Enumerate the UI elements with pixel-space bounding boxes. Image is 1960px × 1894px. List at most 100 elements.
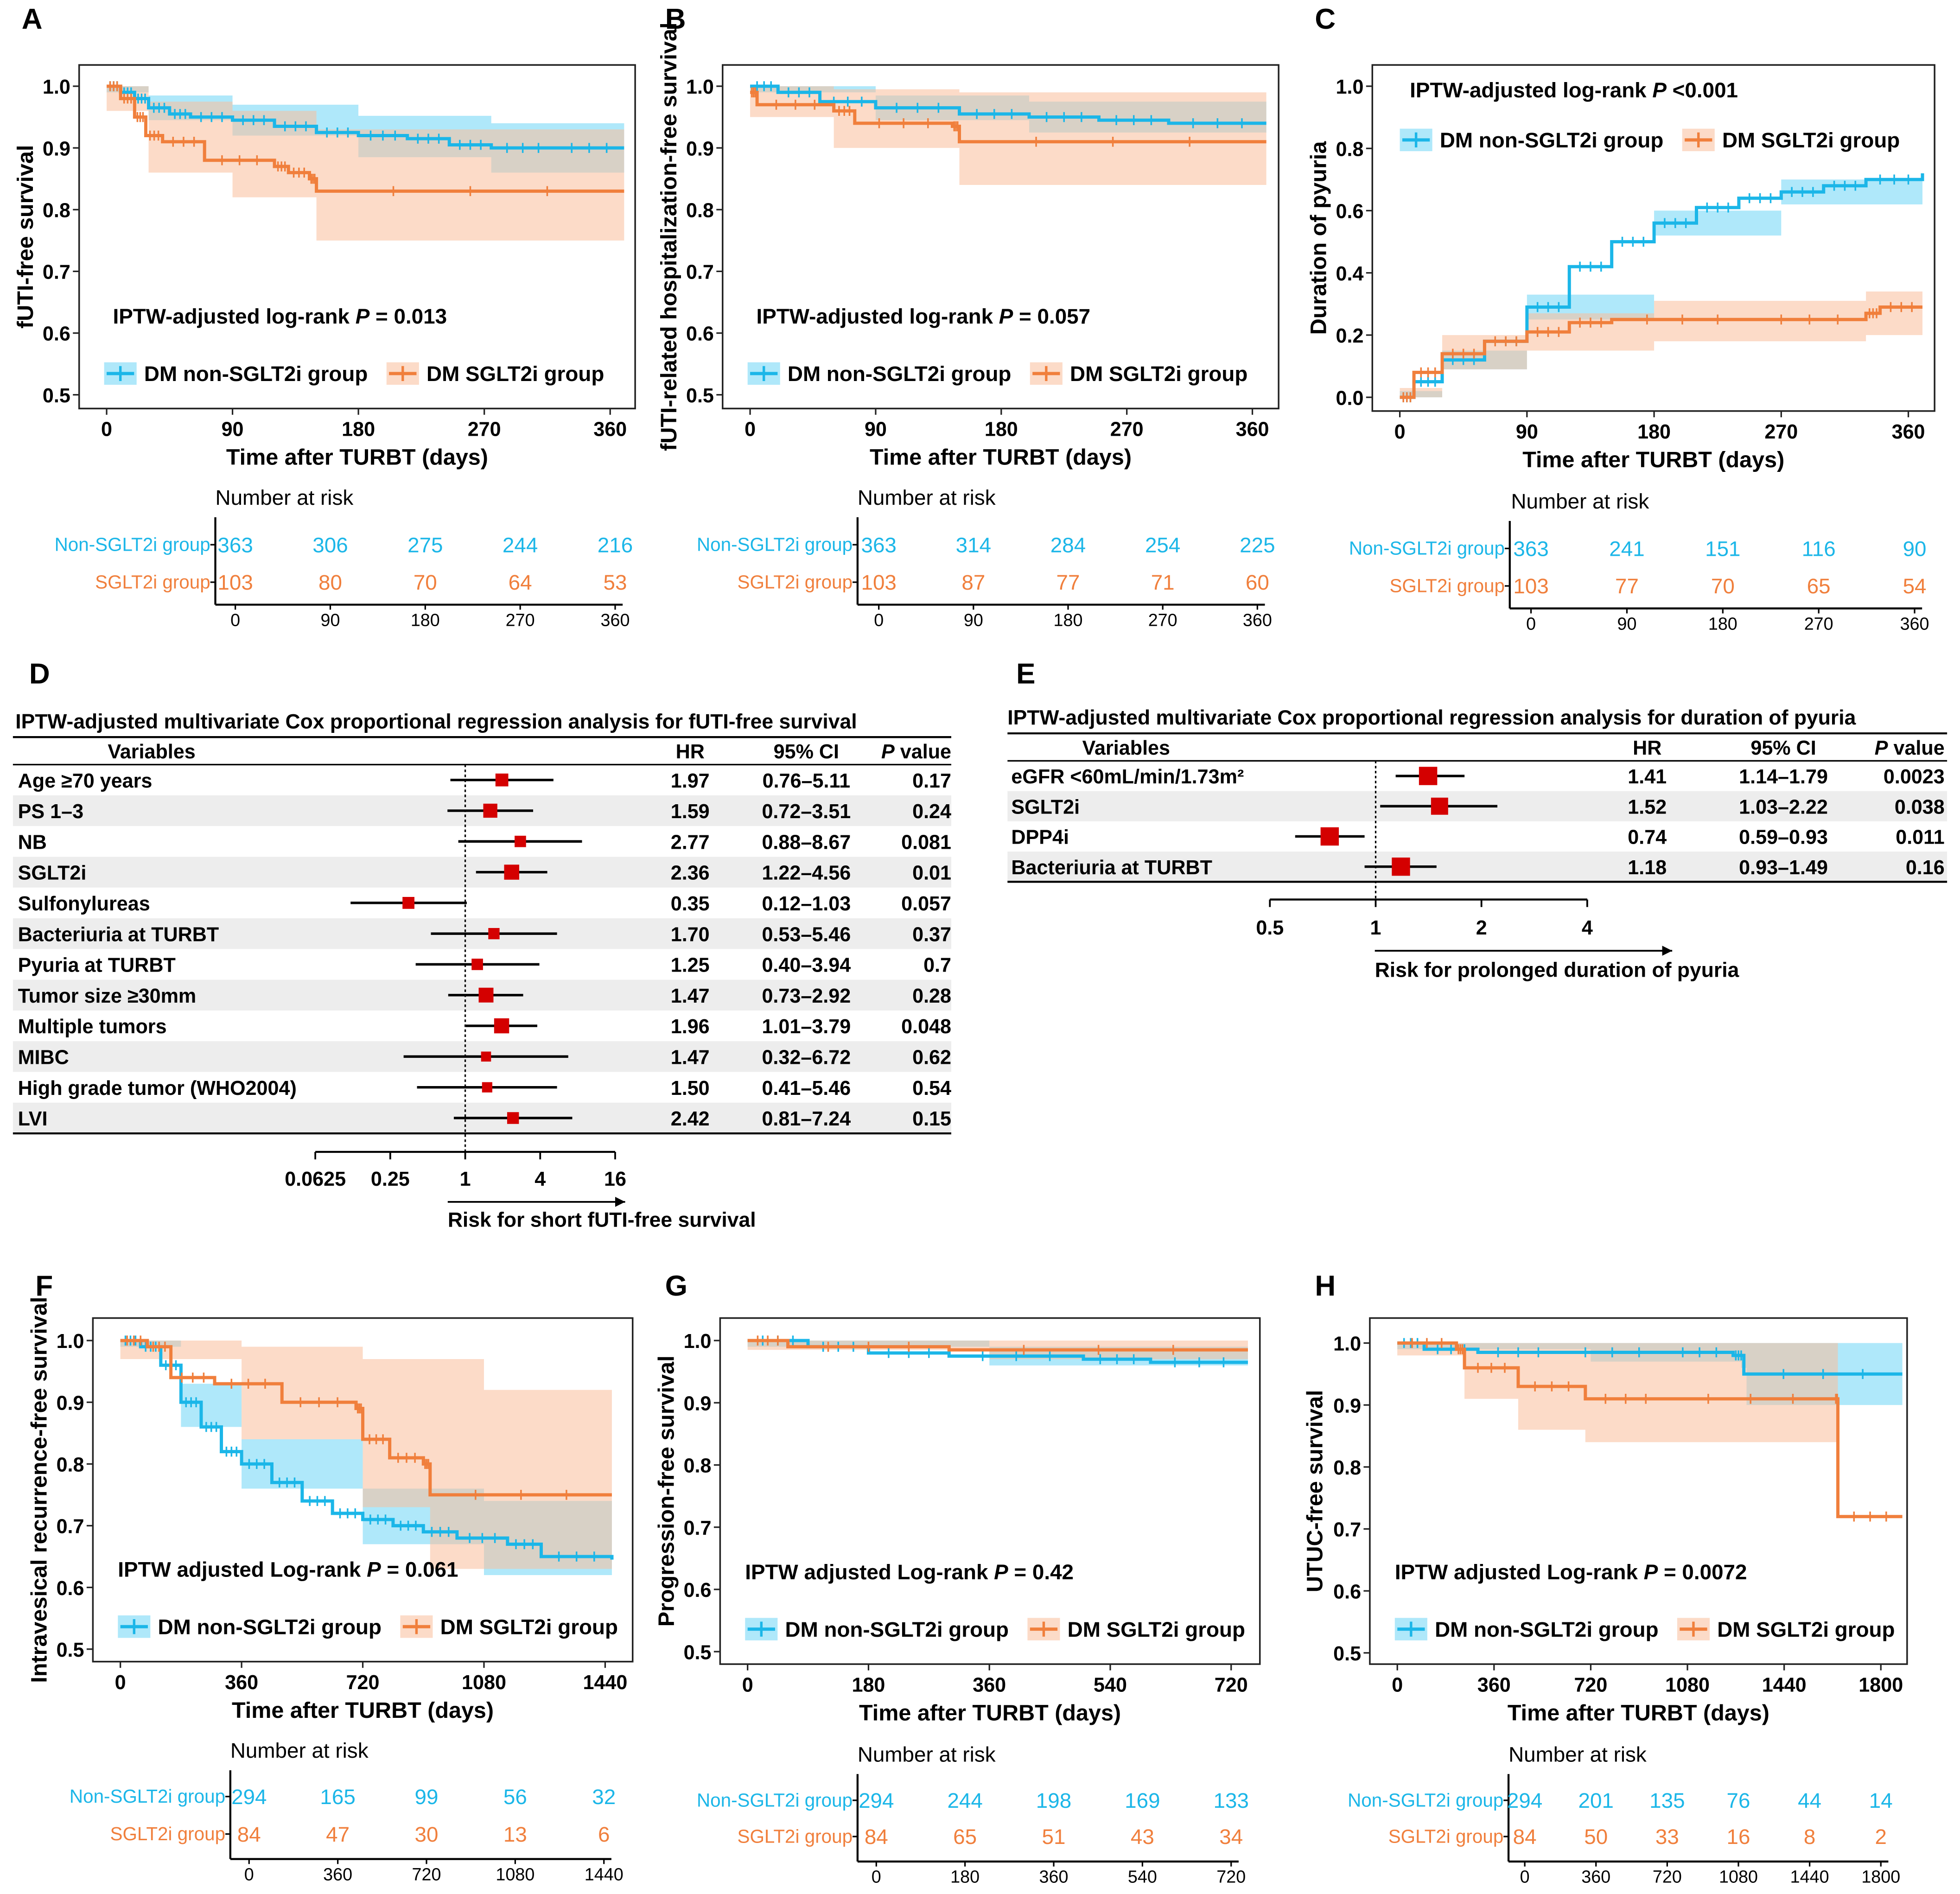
risk-row-label-f: SGLT2i group — [110, 1823, 226, 1844]
forest-x-tick-label-e: 1 — [1370, 917, 1381, 939]
forest-ci-value-e: 1.14–1.79 — [1739, 766, 1828, 788]
risk-value-b: 103 — [861, 571, 896, 594]
logrank-text-g: IPTW adjusted Log-rank P = 0.42 — [745, 1560, 1074, 1584]
km-curve-non-sglt2i-a — [107, 84, 624, 150]
risk-x-tick-label-b: 90 — [964, 610, 983, 629]
risk-value-b: 363 — [861, 533, 896, 557]
forest-variable-label-d: SGLT2i — [18, 862, 87, 884]
risk-x-tick-label-c: 180 — [1708, 614, 1737, 633]
y-tick-label-h: 0.5 — [1333, 1643, 1361, 1665]
risk-value-c: 54 — [1903, 574, 1927, 598]
risk-value-a: 103 — [217, 571, 253, 594]
forest-x-tick-label-e: 2 — [1476, 917, 1487, 939]
forest-hr-marker-d — [402, 896, 414, 909]
y-tick-label-f: 0.7 — [57, 1516, 84, 1538]
x-tick-label-f: 360 — [225, 1672, 258, 1694]
forest-ci-value-d: 1.01–3.79 — [762, 1016, 851, 1038]
risk-x-tick-label-h: 720 — [1653, 1867, 1682, 1887]
risk-value-f: 99 — [415, 1785, 439, 1809]
forest-hr-value-d: 2.42 — [671, 1108, 710, 1130]
y-tick-label-c: 0.4 — [1336, 263, 1364, 285]
forest-p-value-d: 0.048 — [901, 1016, 951, 1038]
risk-x-tick-label-b: 0 — [874, 610, 884, 629]
forest-x-tick-label-d: 16 — [604, 1168, 626, 1190]
y-tick-label-h: 0.7 — [1333, 1519, 1361, 1541]
logrank-text-g-part-2: = 0.42 — [1008, 1560, 1074, 1584]
risk-value-c: 116 — [1802, 537, 1836, 560]
forest-hr-marker-d — [478, 987, 494, 1003]
logrank-text-g-part-0: IPTW adjusted Log-rank — [745, 1560, 994, 1584]
legend-sglt2i-b-label: DM SGLT2i group — [1070, 362, 1247, 386]
risk-x-tick-label-f: 720 — [412, 1864, 441, 1884]
forest-hr-marker-e — [1320, 827, 1339, 846]
risk-x-tick-label-c: 0 — [1526, 614, 1536, 633]
risk-row-label-h: SGLT2i group — [1388, 1825, 1504, 1847]
risk-value-a: 53 — [604, 571, 627, 594]
risk-value-g: 133 — [1214, 1789, 1249, 1812]
logrank-text-f: IPTW adjusted Log-rank P = 0.061 — [118, 1557, 458, 1581]
risk-value-g: 84 — [865, 1825, 888, 1849]
legend-non-sglt2i-b-label: DM non-SGLT2i group — [788, 362, 1011, 386]
risk-value-h: 201 — [1578, 1789, 1614, 1812]
risk-x-tick-label-c: 270 — [1804, 614, 1833, 633]
km-curve-sglt2i-f — [120, 1339, 612, 1497]
risk-row-label-c: Non-SGLT2i group — [1349, 538, 1505, 559]
x-tick-label-g: 360 — [973, 1674, 1006, 1696]
logrank-text-f-part-0: IPTW adjusted Log-rank — [118, 1557, 367, 1581]
risk-value-a: 306 — [312, 533, 348, 557]
y-tick-label-g: 1.0 — [684, 1330, 712, 1353]
risk-x-tick-label-h: 360 — [1581, 1867, 1610, 1887]
risk-value-f: 13 — [503, 1823, 527, 1846]
risk-row-label-f: Non-SGLT2i group — [70, 1786, 225, 1807]
forest-hr-marker-d — [483, 803, 497, 818]
risk-x-tick-label-g: 540 — [1128, 1867, 1157, 1887]
x-tick-label-h: 360 — [1477, 1674, 1511, 1696]
x-tick-label-h: 1440 — [1762, 1674, 1807, 1696]
logrank-text-a-part-1: P — [356, 305, 370, 328]
risk-x-tick-label-g: 360 — [1039, 1867, 1069, 1887]
y-tick-label-b: 0.5 — [686, 385, 714, 407]
risk-value-c: 77 — [1615, 574, 1639, 598]
y-tick-label-f: 0.9 — [57, 1392, 84, 1414]
risk-value-g: 65 — [953, 1825, 977, 1849]
forest-p-value-e: 0.038 — [1895, 796, 1945, 818]
y-tick-label-f: 1.0 — [57, 1330, 84, 1353]
forest-variable-label-e: Bacteriuria at TURBT — [1011, 857, 1212, 879]
legend-sglt2i-c-label: DM SGLT2i group — [1722, 128, 1900, 152]
y-tick-label-a: 1.0 — [43, 76, 70, 98]
forest-header-p-d-part-1: value — [895, 741, 951, 763]
forest-hr-value-d: 2.36 — [671, 862, 710, 884]
forest-x-tick-label-d: 0.25 — [371, 1168, 410, 1190]
logrank-text-b: IPTW-adjusted log-rank P = 0.057 — [757, 305, 1091, 328]
x-tick-label-f: 720 — [346, 1672, 380, 1694]
forest-ci-value-e: 0.59–0.93 — [1739, 826, 1828, 849]
forest-ci-value-d: 0.81–7.24 — [762, 1108, 851, 1130]
km-curve-sglt2i-a — [107, 84, 624, 193]
forest-hr-value-e: 0.74 — [1628, 826, 1667, 849]
forest-ci-value-d: 0.12–1.03 — [762, 893, 851, 915]
x-tick-label-b: 360 — [1236, 419, 1269, 441]
forest-variable-label-d: Sulfonylureas — [18, 893, 150, 915]
forest-hr-value-d: 1.25 — [671, 954, 710, 977]
risk-table-title-f: Number at risk — [230, 1739, 369, 1762]
risk-value-a: 64 — [509, 571, 532, 594]
logrank-text-c-part-0: IPTW-adjusted log-rank — [1410, 78, 1652, 102]
y-tick-label-b: 0.8 — [686, 199, 714, 222]
y-tick-label-h: 0.9 — [1333, 1395, 1361, 1417]
x-tick-label-h: 1800 — [1858, 1674, 1903, 1696]
forest-ci-value-d: 0.32–6.72 — [762, 1047, 851, 1069]
km-curve-sglt2i-c — [1400, 305, 1923, 399]
y-tick-label-b: 0.7 — [686, 261, 714, 284]
logrank-text-b-part-0: IPTW-adjusted log-rank — [757, 305, 999, 328]
y-tick-label-h: 0.6 — [1333, 1581, 1361, 1603]
risk-value-b: 87 — [961, 571, 985, 594]
forest-p-value-d: 0.28 — [912, 985, 951, 1007]
risk-value-a: 80 — [318, 571, 342, 594]
logrank-text-h-part-1: P — [1644, 1560, 1658, 1584]
risk-row-label-b: Non-SGLT2i group — [697, 534, 853, 555]
x-tick-label-b: 0 — [745, 419, 756, 441]
logrank-text-f-part-2: = 0.061 — [381, 1557, 458, 1581]
x-tick-label-a: 180 — [342, 419, 375, 441]
logrank-text-c: IPTW-adjusted log-rank P <0.001 — [1410, 78, 1738, 102]
risk-value-b: 284 — [1050, 533, 1086, 557]
